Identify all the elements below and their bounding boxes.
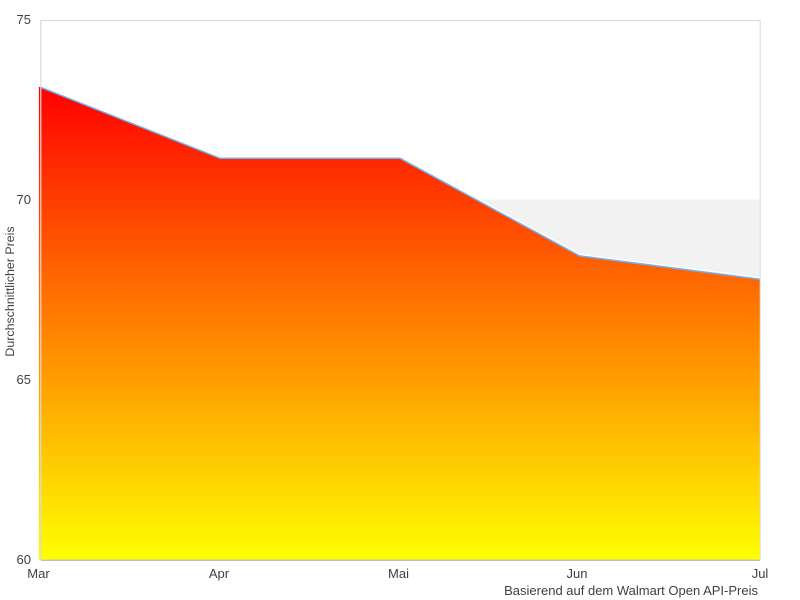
svg-text:75: 75 <box>17 12 31 27</box>
svg-text:Mai: Mai <box>388 566 409 581</box>
svg-text:Durchschnittlicher Preis: Durchschnittlicher Preis <box>3 226 17 356</box>
svg-text:Jun: Jun <box>567 566 588 581</box>
svg-text:Jul: Jul <box>752 566 769 581</box>
svg-text:Basierend auf dem Walmart Open: Basierend auf dem Walmart Open API-Preis <box>504 583 758 598</box>
svg-text:60: 60 <box>17 552 31 567</box>
svg-text:Mar: Mar <box>27 566 50 581</box>
svg-text:Apr: Apr <box>209 566 230 581</box>
svg-text:65: 65 <box>17 372 31 387</box>
svg-text:70: 70 <box>17 192 31 207</box>
